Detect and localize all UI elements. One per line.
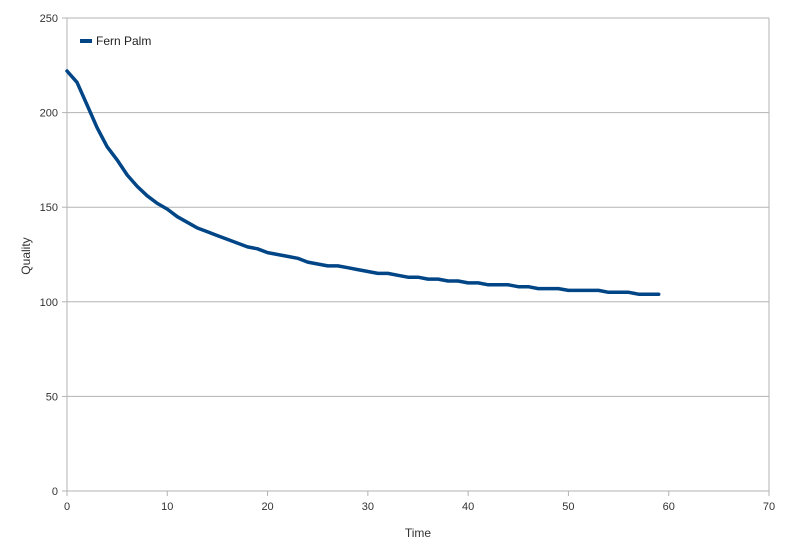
x-tick-label-60: 60 [663,501,675,513]
x-axis-title: Time [405,526,432,540]
x-tick-label-40: 40 [462,501,474,513]
x-tick-label-50: 50 [562,501,574,513]
legend: Fern Palm [80,34,151,48]
x-tick-label-0: 0 [64,501,70,513]
x-tick-label-70: 70 [763,501,775,513]
series-line-fern-palm [65,69,661,296]
x-tick-label-10: 10 [161,501,173,513]
y-tick-label-250: 250 [40,13,58,25]
y-axis-title: Quality [19,237,33,274]
plot-area: 0 50 100 150 200 250 0 10 20 30 40 50 60 70 [40,13,775,513]
y-tick-label-150: 150 [40,202,58,214]
y-tick-label-0: 0 [52,486,58,498]
x-tick-label-20: 20 [261,501,273,513]
y-tick-label-200: 200 [40,108,58,120]
legend-label-fern-palm: Fern Palm [96,34,151,48]
y-tick-label-50: 50 [46,391,58,403]
y-tick-label-100: 100 [40,297,58,309]
x-tick-label-30: 30 [362,501,374,513]
